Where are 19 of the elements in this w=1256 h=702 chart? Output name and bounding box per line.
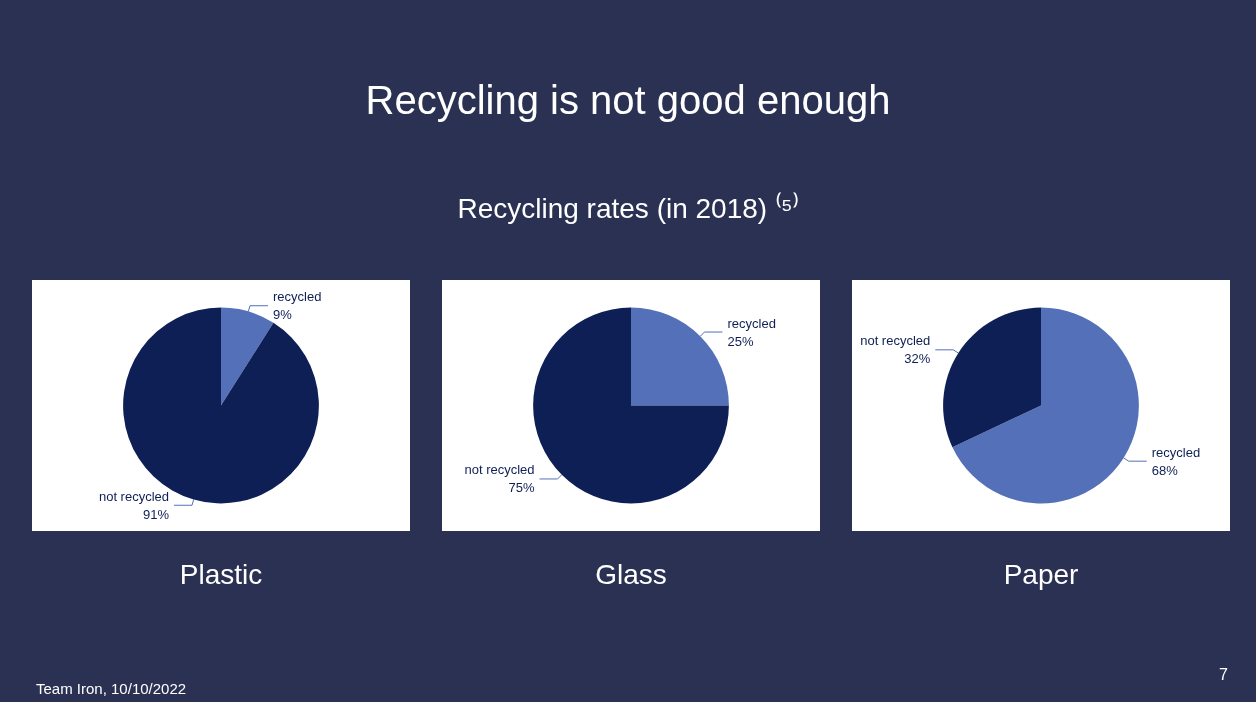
- text: 7: [1219, 666, 1228, 684]
- slice-label: not recycled: [860, 333, 931, 349]
- text: Recycling is not good enough: [364, 78, 892, 123]
- data-label: 68%: [1151, 462, 1179, 478]
- slice-label: not recycled: [98, 488, 170, 504]
- slice-label: recycled: [272, 289, 322, 305]
- slice-label: not recycled: [464, 462, 535, 478]
- text: Glass: [594, 559, 668, 591]
- data-label: 25%: [727, 333, 754, 349]
- text: Recycling rates (in 2018) ⁽⁵⁾: [456, 191, 800, 226]
- data-label: 75%: [508, 480, 535, 496]
- slice-label: recycled: [727, 315, 776, 331]
- text: Plastic: [178, 559, 264, 591]
- data-label: 32%: [904, 351, 931, 367]
- text: Paper: [1002, 559, 1080, 591]
- text: Team Iron, 10/10/2022: [36, 680, 187, 697]
- data-label: 91%: [142, 506, 170, 522]
- slice-label: recycled: [1151, 444, 1201, 460]
- data-label: 9%: [272, 307, 293, 323]
